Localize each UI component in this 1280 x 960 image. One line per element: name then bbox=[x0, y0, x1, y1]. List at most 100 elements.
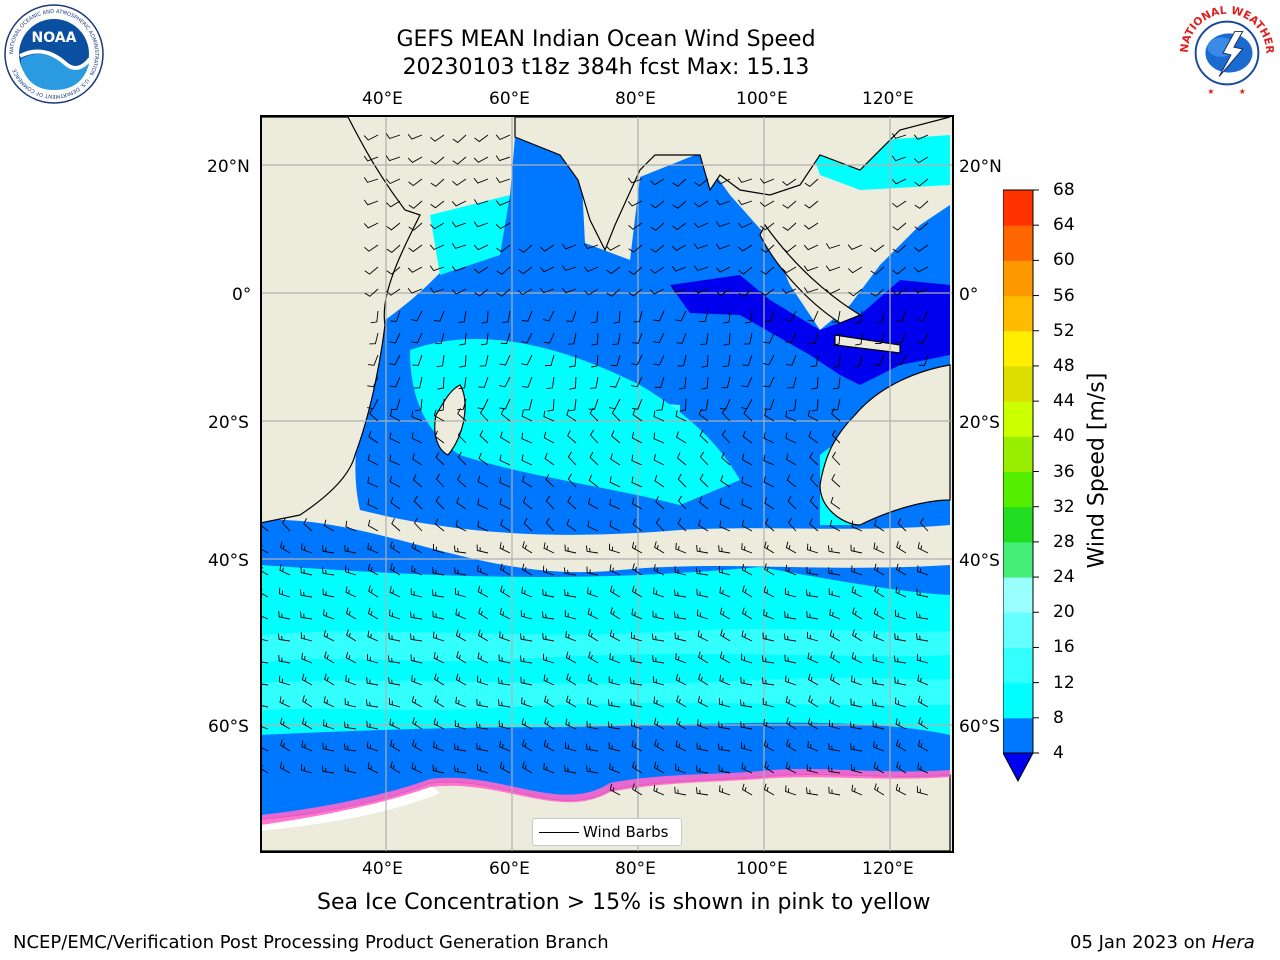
wind-barb bbox=[674, 786, 687, 796]
wind-barb bbox=[585, 545, 599, 554]
wind-barb bbox=[673, 611, 687, 620]
wind-barb bbox=[806, 764, 819, 774]
wind-barb bbox=[479, 354, 489, 367]
wind-barb bbox=[478, 452, 489, 466]
wind-barb bbox=[649, 178, 665, 186]
wind-barb bbox=[543, 674, 555, 686]
wind-barb bbox=[262, 545, 269, 554]
wind-barb bbox=[916, 654, 929, 664]
wind-barb bbox=[430, 200, 445, 209]
wind-barb bbox=[391, 518, 401, 532]
wind-barb bbox=[895, 739, 907, 752]
wind-barb bbox=[806, 611, 819, 620]
title-line-2: 20230103 t18z 384h fcst Max: 15.13 bbox=[402, 55, 810, 80]
wind-barb bbox=[809, 518, 819, 532]
wind-barb bbox=[803, 244, 819, 251]
wind-barb bbox=[262, 661, 269, 664]
wind-barb bbox=[676, 431, 687, 444]
wind-barb bbox=[545, 517, 555, 532]
wind-barb bbox=[698, 408, 709, 422]
wind-barb bbox=[807, 310, 819, 322]
wind-barb bbox=[781, 266, 797, 274]
wind-barb bbox=[411, 432, 423, 444]
wind-barb bbox=[745, 310, 753, 324]
wind-barb bbox=[385, 200, 401, 208]
wind-barb bbox=[389, 586, 401, 598]
wind-barb bbox=[497, 677, 511, 686]
lon-top-100e: 100°E bbox=[736, 89, 788, 109]
wind-barb bbox=[721, 429, 731, 444]
wind-barb bbox=[587, 674, 599, 686]
wind-barb bbox=[723, 310, 731, 324]
wind-barb bbox=[500, 563, 511, 576]
wind-barb bbox=[763, 332, 775, 344]
wind-barb bbox=[825, 288, 841, 295]
wind-barb bbox=[366, 653, 379, 664]
wind-barb bbox=[521, 310, 533, 322]
wind-barb bbox=[763, 609, 775, 620]
wind-barb bbox=[564, 765, 577, 774]
wind-barb bbox=[519, 655, 533, 664]
wind-barb bbox=[370, 310, 379, 324]
nws-logo: NATIONAL WEATHER SERVICE ★ ★ bbox=[1178, 4, 1276, 101]
wind-barb bbox=[609, 783, 621, 796]
wind-barb bbox=[631, 431, 643, 444]
wind-barb bbox=[473, 199, 489, 205]
wind-barb bbox=[363, 155, 379, 162]
wind-barb bbox=[413, 376, 423, 389]
wind-barb bbox=[741, 630, 753, 642]
arabian-sea-12ms bbox=[430, 195, 510, 275]
wind-barb bbox=[675, 763, 687, 774]
wind-barb bbox=[875, 332, 885, 345]
wind-barb bbox=[785, 696, 797, 708]
wind-barb bbox=[521, 332, 533, 344]
wind-barb bbox=[676, 452, 687, 466]
wind-barb bbox=[609, 652, 621, 664]
wind-barb bbox=[411, 310, 423, 322]
wind-barb bbox=[763, 783, 775, 796]
wind-barb bbox=[262, 616, 269, 620]
wind-barb bbox=[499, 376, 511, 388]
wind-barb bbox=[281, 517, 291, 532]
wind-barb bbox=[808, 695, 819, 708]
wind-barb bbox=[521, 697, 533, 708]
wind-barb bbox=[788, 398, 797, 412]
wind-barb bbox=[652, 655, 665, 664]
wind-barb bbox=[741, 653, 753, 664]
wind-barb bbox=[631, 608, 643, 620]
wind-barb bbox=[630, 631, 643, 642]
wind-barb bbox=[914, 178, 929, 187]
wind-barb bbox=[437, 398, 445, 412]
wind-barb bbox=[521, 563, 533, 576]
wind-barb bbox=[609, 763, 621, 774]
wind-barb bbox=[364, 244, 379, 252]
wind-barb bbox=[653, 454, 665, 466]
wind-barb bbox=[653, 432, 665, 444]
lon-bottom-80e: 80°E bbox=[615, 859, 656, 879]
wind-barb bbox=[499, 631, 511, 642]
colorbar-under-arrow bbox=[1003, 752, 1034, 783]
wind-barb bbox=[408, 178, 423, 187]
wind-barb bbox=[476, 544, 489, 554]
wind-barb bbox=[367, 454, 379, 466]
wind-barb bbox=[477, 675, 489, 686]
wind-barb bbox=[716, 288, 731, 296]
wind-barb bbox=[300, 632, 313, 642]
wind-barb bbox=[608, 742, 621, 752]
wind-barb bbox=[477, 629, 489, 642]
wind-barb bbox=[435, 332, 445, 345]
wind-barb bbox=[410, 611, 423, 620]
wind-barb bbox=[828, 786, 841, 796]
wind-barb bbox=[741, 476, 753, 488]
wind-barb bbox=[567, 451, 577, 466]
wind-barb bbox=[591, 332, 599, 346]
wind-barb bbox=[852, 629, 863, 642]
colorbar-tick-label: 16 bbox=[1053, 637, 1075, 658]
wind-barb bbox=[874, 585, 885, 598]
wind-barb bbox=[521, 475, 533, 488]
wind-barb bbox=[385, 133, 401, 140]
wind-barb bbox=[495, 155, 511, 162]
wind-barb bbox=[459, 332, 467, 346]
wind-barb bbox=[477, 520, 489, 532]
wind-barb bbox=[848, 288, 863, 297]
